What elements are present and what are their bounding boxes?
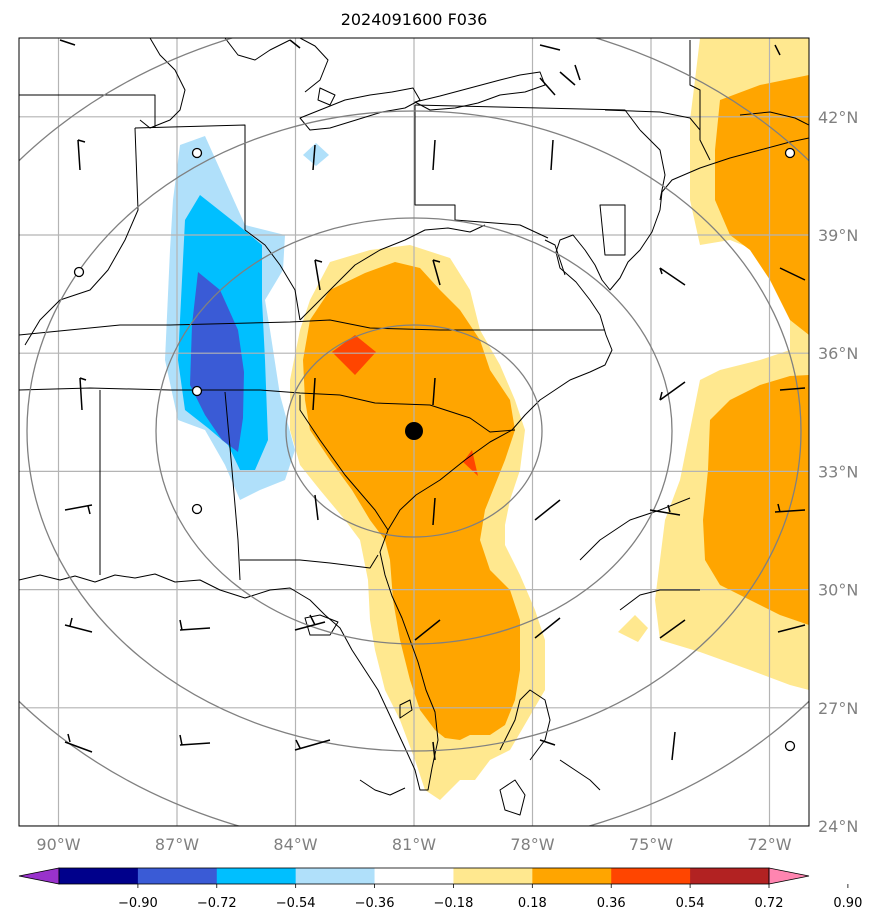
colorbar-tick-label: 0.18 [518,896,547,911]
latitude-label: 27°N [818,699,858,718]
colorbar-segment [216,868,297,884]
colorbar-segment [690,868,770,884]
longitude-label: 72°W [747,835,791,854]
latitude-label: 30°N [818,581,858,600]
colorbar-segment [611,868,691,884]
colorbar-tick-label: 0.54 [676,896,705,911]
positive-anomaly-field [290,245,545,800]
map-frame [18,37,810,827]
longitude-labels: 90°W 87°W 84°W 81°W 78°W 75°W 72°W [36,835,791,854]
calm-wind-markers [73,147,796,752]
colorbar-extend-low [18,867,60,885]
colorbar-segment [295,868,376,884]
longitude-label: 81°W [392,835,436,854]
colorbar-segment [137,868,218,884]
latitude-label: 36°N [818,344,858,363]
colorbar-segment [532,868,612,884]
center-point-marker [405,422,423,440]
colorbar-extend-high [768,867,810,885]
map-title: 2024091600 F036 [341,10,488,29]
colorbar-tick-label: −0.72 [197,896,237,911]
colorbar-tick-label: 0.36 [597,896,626,911]
colorbar-segment [374,868,454,884]
latitude-label: 39°N [818,226,858,245]
latitude-labels: 24°N 27°N 30°N 33°N 36°N 39°N 42°N [818,108,858,836]
colorbar-tick-label: 0.72 [755,896,784,911]
colorbar-tick-label: −0.36 [355,896,395,911]
latitude-label: 33°N [818,462,858,481]
longitude-label: 84°W [273,835,317,854]
map-area [19,38,809,826]
colorbar: −0.90 −0.72 −0.54 −0.36 −0.18 0.18 0.36 0.54 0.7… [18,867,862,911]
colorbar-tick-label: −0.90 [118,896,158,911]
colorbar-segment [453,868,533,884]
wind-barbs [59,39,806,761]
colorbar-tick-label: −0.18 [434,896,474,911]
range-rings [19,38,809,826]
latitude-label: 42°N [818,108,858,127]
colorbar-frame [58,867,770,885]
longitude-label: 87°W [155,835,199,854]
negative-anomaly-field [165,136,329,500]
latitude-label: 24°N [818,817,858,836]
coastlines-and-borders [19,38,809,816]
longitude-label: 75°W [629,835,673,854]
longitude-label: 78°W [510,835,554,854]
colorbar-segment [59,868,139,884]
longitude-label: 90°W [36,835,80,854]
colorbar-tick-label: 0.90 [833,896,862,911]
colorbar-tick-label: −0.54 [276,896,316,911]
